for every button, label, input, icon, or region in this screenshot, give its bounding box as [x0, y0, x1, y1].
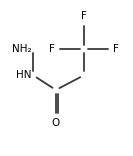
Text: O: O: [52, 118, 60, 128]
Text: F: F: [49, 44, 55, 54]
Text: F: F: [81, 11, 87, 21]
Text: F: F: [113, 44, 119, 54]
Text: HN: HN: [16, 70, 32, 80]
Text: NH₂: NH₂: [12, 44, 32, 54]
